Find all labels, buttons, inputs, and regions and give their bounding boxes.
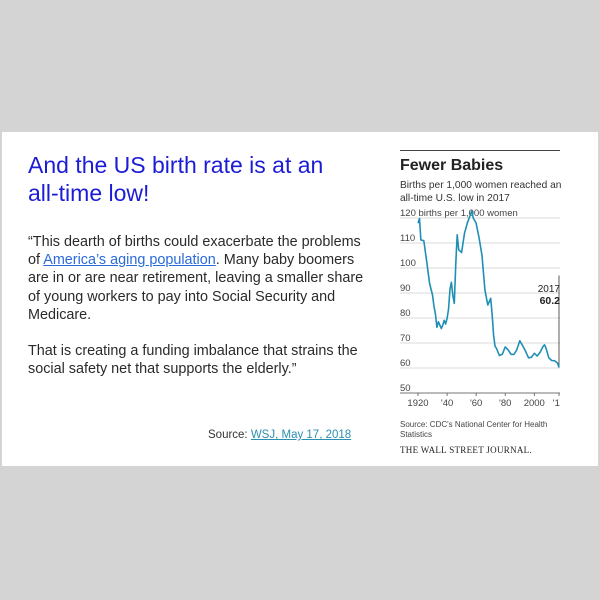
chart-source-credit: Source: CDC's National Center for Health… [400, 420, 548, 439]
y-tick-label-70: 70 [400, 333, 411, 344]
aging-population-link[interactable]: America’s aging population [43, 252, 216, 269]
slide: And the US birth rate is at an all-time … [2, 132, 598, 466]
y-axis-ticks: 50 60 70 80 90 100 110 120 births per 1,000 wom… [400, 208, 518, 394]
quote-text-1: “This dearth of births could exacerbate … [28, 234, 361, 269]
quote-block: “This dearth of births could exacerbate … [28, 233, 368, 378]
y-tick-label-90: 90 [400, 283, 411, 294]
quote-paragraph-2: That is creating a funding imbalance tha… [28, 343, 358, 378]
source-line: Source: WSJ, May 17, 2018 [208, 429, 351, 441]
wsj-chart-panel: Fewer Babies Births per 1,000 women reac… [400, 132, 562, 466]
y-tick-label-80: 80 [400, 308, 411, 319]
source-label: Source: [208, 429, 251, 441]
source-link[interactable]: WSJ, May 17, 2018 [250, 429, 352, 441]
x-tick-label-2000: 2000 [524, 398, 545, 409]
chart-subhead: Births per 1,000 women reached an all-ti… [400, 180, 562, 204]
annotation-year: 2017 [538, 284, 560, 295]
slide-title: And the US birth rate is at an all-time … [28, 152, 324, 206]
x-tick-label-1920: 1920 [407, 398, 428, 409]
chart-headline: Fewer Babies [400, 157, 504, 174]
x-axis-ticks: 1920 '40 '60 '80 2000 '17 [400, 392, 560, 409]
y-tick-label-60: 60 [400, 358, 411, 369]
birth-rate-line [417, 209, 560, 368]
header-rule [400, 150, 560, 151]
y-tick-label-120: 120 births per 1,000 women [400, 208, 518, 219]
annotation-value: 60.2 [540, 295, 560, 307]
y-tick-label-50: 50 [400, 383, 411, 394]
wsj-wordmark: THE WALL STREET JOURNAL. [400, 445, 533, 455]
x-tick-label-1980: '80 [499, 398, 511, 409]
birth-rate-chart: 50 60 70 80 90 100 110 120 births per 1,000 wom… [400, 208, 560, 409]
quote-text-2: . Many baby boomers are in or are near r… [28, 252, 364, 323]
x-tick-label-2017: '17 [553, 398, 560, 409]
y-tick-label-100: 100 [400, 258, 416, 269]
x-tick-label-1940: '40 [441, 398, 453, 409]
quote-paragraph-1: “This dearth of births could exacerbate … [28, 233, 368, 324]
x-tick-label-1960: '60 [470, 398, 482, 409]
y-tick-label-110: 110 [400, 233, 415, 244]
